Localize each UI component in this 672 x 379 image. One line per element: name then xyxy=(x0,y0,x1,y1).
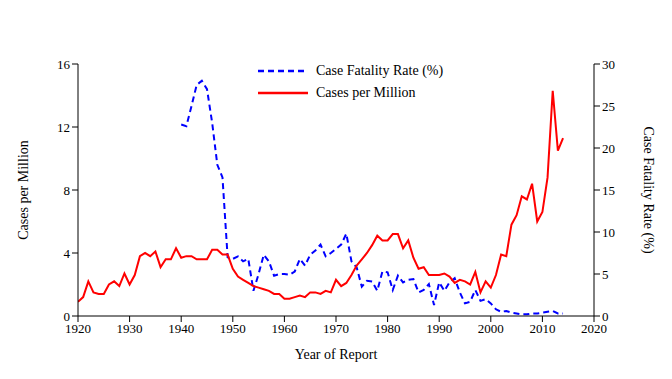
svg-text:2000: 2000 xyxy=(478,321,504,336)
svg-text:12: 12 xyxy=(57,120,70,135)
svg-text:1990: 1990 xyxy=(426,321,452,336)
svg-text:Year of Report: Year of Report xyxy=(295,347,378,362)
svg-text:2010: 2010 xyxy=(529,321,555,336)
svg-text:1940: 1940 xyxy=(168,321,194,336)
svg-text:Case Fatality Rate (%): Case Fatality Rate (%) xyxy=(640,126,656,253)
svg-text:1970: 1970 xyxy=(323,321,349,336)
svg-text:15: 15 xyxy=(602,183,615,198)
svg-text:8: 8 xyxy=(64,183,71,198)
svg-text:Cases per Million: Cases per Million xyxy=(16,140,31,240)
svg-text:30: 30 xyxy=(602,57,615,72)
svg-text:1980: 1980 xyxy=(375,321,401,336)
svg-text:2020: 2020 xyxy=(581,321,607,337)
svg-text:1960: 1960 xyxy=(271,321,297,336)
svg-text:25: 25 xyxy=(602,99,615,114)
svg-text:10: 10 xyxy=(602,225,615,240)
svg-text:1950: 1950 xyxy=(220,321,246,336)
html-text:Case Fatality Rate (%): Case Fatality Rate (%) xyxy=(316,63,444,78)
svg-text:5: 5 xyxy=(602,267,609,282)
html-text:Cases per Million: Cases per Million xyxy=(316,85,416,100)
svg-text:4: 4 xyxy=(64,246,71,261)
svg-text:0: 0 xyxy=(602,309,609,324)
svg-text:16: 16 xyxy=(57,57,71,72)
svg-text:1920: 1920 xyxy=(65,321,91,337)
svg-text:1930: 1930 xyxy=(117,321,143,336)
svg-text:20: 20 xyxy=(602,141,615,156)
svg-text:0: 0 xyxy=(64,309,71,324)
